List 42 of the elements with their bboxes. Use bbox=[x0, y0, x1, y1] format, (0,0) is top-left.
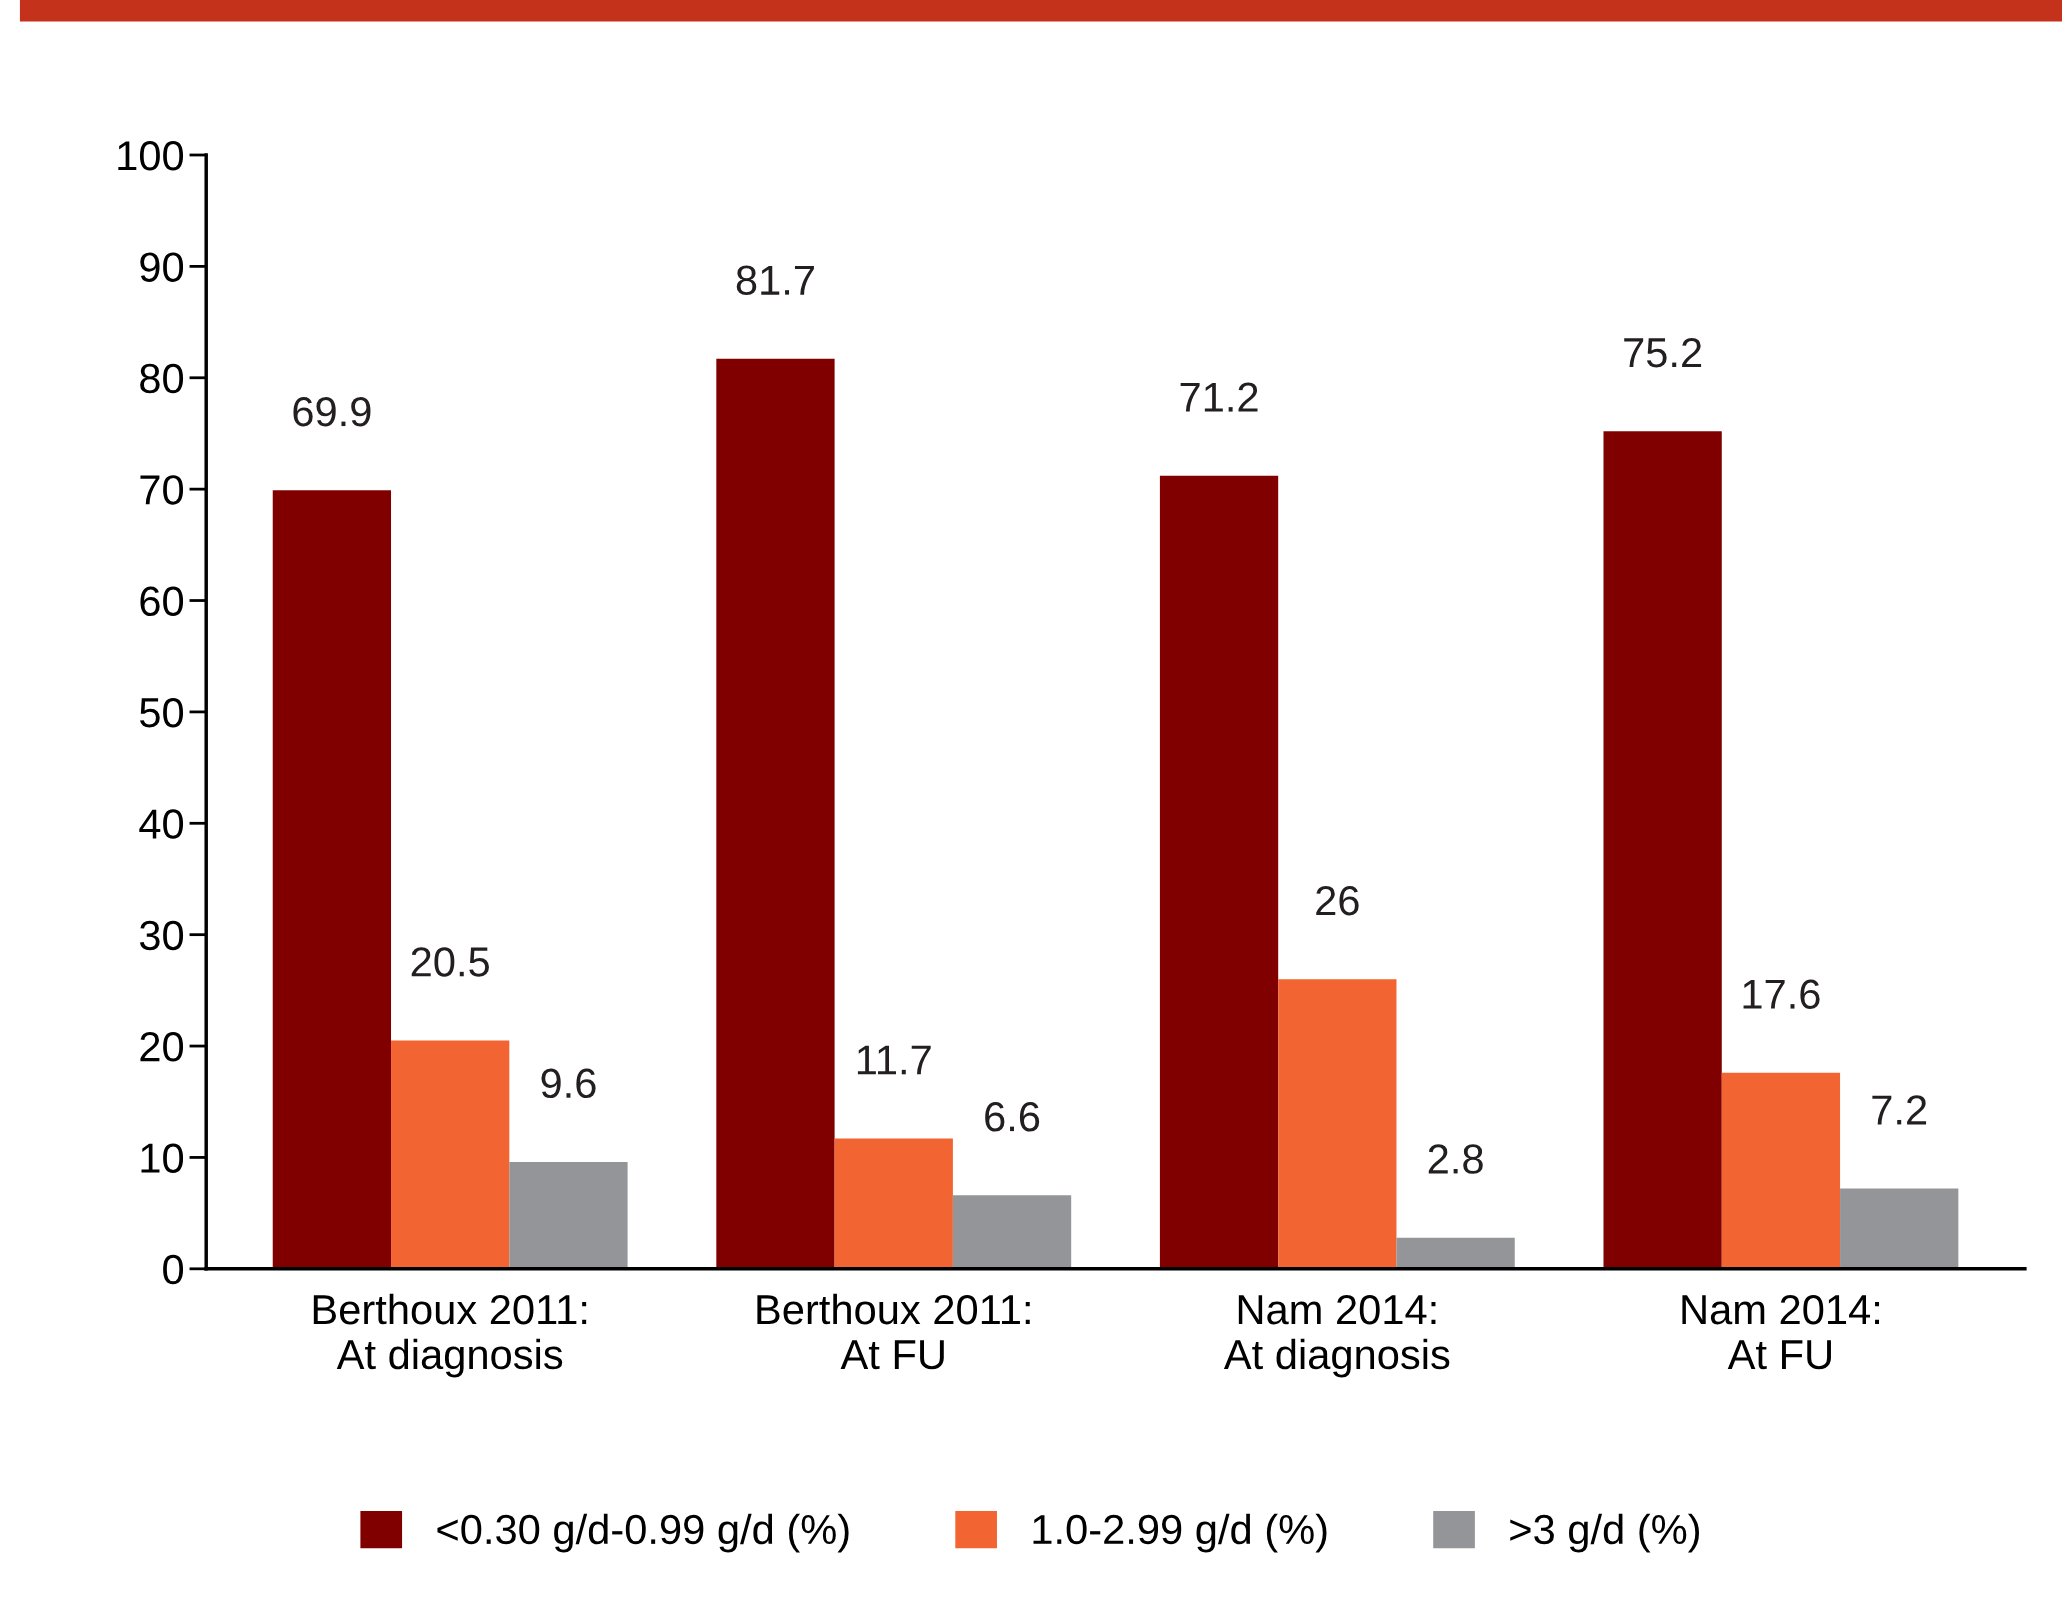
data-label: 9.6 bbox=[541, 1068, 596, 1099]
y-tick-label: 50 bbox=[140, 697, 184, 728]
y-tick-label: 20 bbox=[140, 1032, 184, 1062]
bar bbox=[716, 358, 835, 1269]
x-tick-label: Berthoux 2011: At FU bbox=[757, 1293, 1030, 1370]
y-tick-label: 70 bbox=[140, 475, 184, 505]
bar bbox=[1159, 475, 1279, 1269]
data-label: 20.5 bbox=[411, 947, 489, 977]
legend-label: 1.0-2.99 g/d (%) bbox=[1033, 1513, 1327, 1553]
x-tick-label: Berthoux 2011: At diagnosis bbox=[313, 1293, 587, 1378]
y-tick-label: 40 bbox=[139, 809, 184, 839]
data-label: 17.6 bbox=[1743, 979, 1820, 1009]
bar bbox=[1721, 1072, 1841, 1269]
y-tick-label: 100 bbox=[118, 141, 184, 171]
bar bbox=[1840, 1188, 1959, 1269]
y-tick-label: 0 bbox=[163, 1254, 184, 1285]
data-label: 2.8 bbox=[1428, 1144, 1483, 1174]
bar bbox=[1603, 431, 1722, 1269]
y-tick-label: 10 bbox=[141, 1143, 184, 1173]
legend-label: <0.30 g/d-0.99 g/d (%) bbox=[437, 1513, 849, 1553]
data-label: 11.7 bbox=[857, 1045, 931, 1075]
y-tick-label: 60 bbox=[140, 586, 184, 617]
data-label: 75.2 bbox=[1624, 337, 1702, 368]
data-label: 71.2 bbox=[1180, 382, 1258, 412]
bar bbox=[1396, 1237, 1515, 1269]
data-label: 26 bbox=[1316, 885, 1359, 916]
y-tick-label: 80 bbox=[140, 363, 184, 394]
x-tick-label: Nam 2014: At FU bbox=[1682, 1294, 1880, 1370]
y-tick-label: 90 bbox=[140, 252, 184, 282]
legend-label: >3 g/d (%) bbox=[1510, 1513, 1700, 1553]
data-label: 81.7 bbox=[736, 265, 814, 296]
bar bbox=[1278, 979, 1397, 1269]
x-tick-label: Nam 2014: At diagnosis bbox=[1223, 1294, 1450, 1378]
bar bbox=[391, 1040, 510, 1269]
data-label: 7.2 bbox=[1872, 1095, 1927, 1125]
y-tick-label: 30 bbox=[139, 920, 184, 951]
data-label: 6.6 bbox=[985, 1102, 1040, 1132]
bar bbox=[509, 1161, 628, 1269]
bar bbox=[834, 1138, 953, 1269]
bar bbox=[952, 1195, 1072, 1269]
data-label: 69.9 bbox=[293, 396, 371, 427]
bar bbox=[272, 490, 392, 1269]
